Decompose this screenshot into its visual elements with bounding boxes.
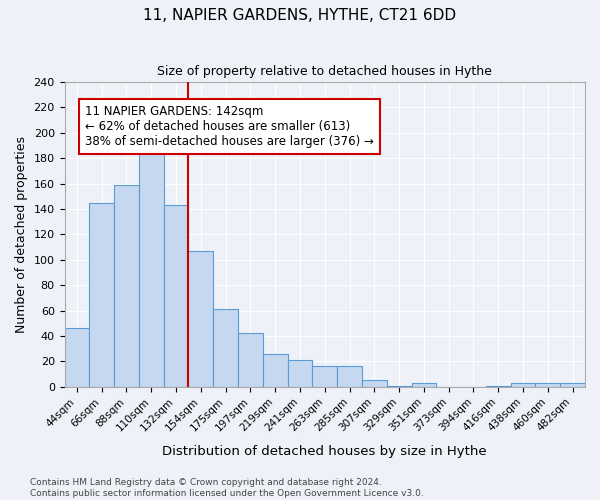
Bar	[238, 334, 263, 387]
Bar	[313, 366, 337, 387]
Bar	[89, 202, 114, 387]
Bar	[188, 251, 213, 387]
Bar	[511, 383, 535, 387]
Bar	[65, 328, 89, 387]
Text: 11 NAPIER GARDENS: 142sqm
← 62% of detached houses are smaller (613)
38% of semi: 11 NAPIER GARDENS: 142sqm ← 62% of detac…	[85, 105, 374, 148]
Bar	[387, 386, 412, 387]
Bar	[139, 132, 164, 387]
Bar	[362, 380, 387, 387]
Bar	[535, 383, 560, 387]
Bar	[337, 366, 362, 387]
Text: Contains HM Land Registry data © Crown copyright and database right 2024.
Contai: Contains HM Land Registry data © Crown c…	[30, 478, 424, 498]
Bar	[412, 383, 436, 387]
Y-axis label: Number of detached properties: Number of detached properties	[15, 136, 28, 333]
Bar	[560, 383, 585, 387]
Bar	[114, 185, 139, 387]
Bar	[164, 205, 188, 387]
Text: 11, NAPIER GARDENS, HYTHE, CT21 6DD: 11, NAPIER GARDENS, HYTHE, CT21 6DD	[143, 8, 457, 22]
Bar	[263, 354, 287, 387]
Title: Size of property relative to detached houses in Hythe: Size of property relative to detached ho…	[157, 65, 492, 78]
Bar	[213, 310, 238, 387]
Bar	[287, 360, 313, 387]
X-axis label: Distribution of detached houses by size in Hythe: Distribution of detached houses by size …	[163, 444, 487, 458]
Bar	[486, 386, 511, 387]
